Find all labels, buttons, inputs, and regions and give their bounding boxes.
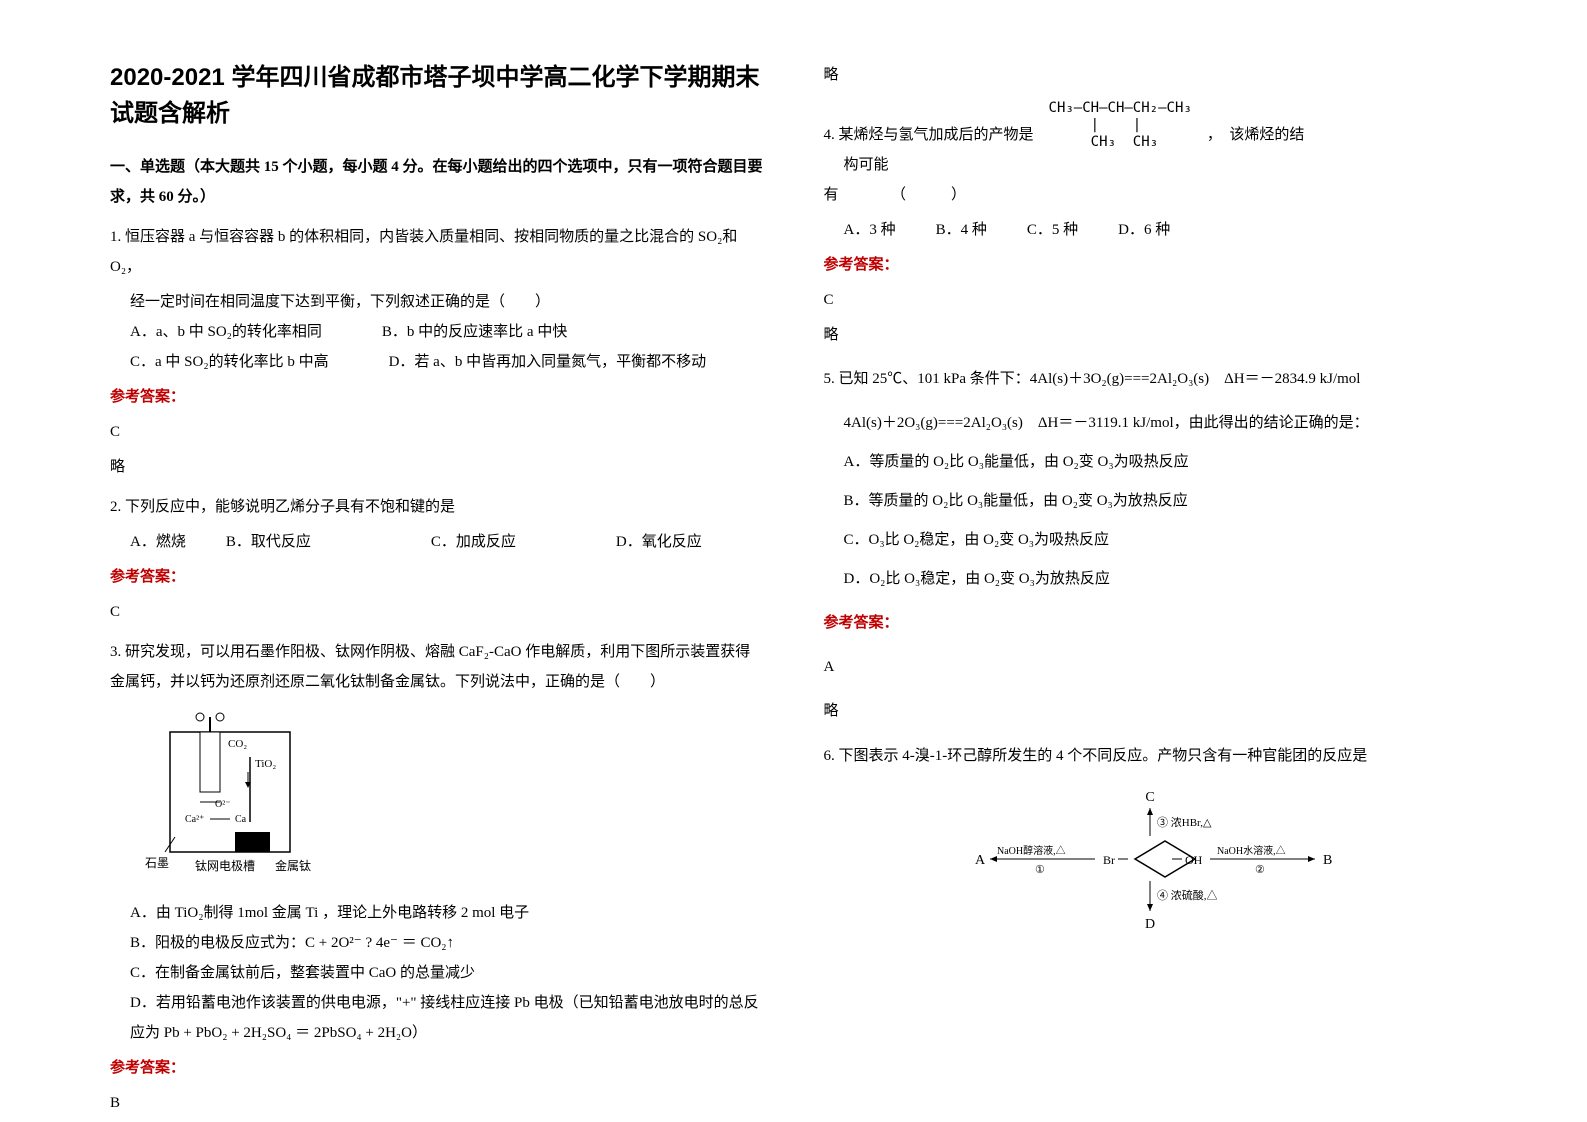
- q1-optC: C．a 中 SO₂的转化率比 b 中高: [130, 347, 329, 377]
- col2-note: 略: [824, 60, 1478, 90]
- q5-optA: A．等质量的 O₂比 O₃能量低，由 O₂变 O₃为吸热反应: [824, 443, 1478, 482]
- q2-answer-label: 参考答案：: [110, 562, 764, 592]
- node-a: A: [975, 853, 986, 868]
- q3-answer-label: 参考答案：: [110, 1053, 764, 1083]
- q1-answer: C: [110, 417, 764, 447]
- q2-optD: D．氧化反应: [616, 527, 702, 557]
- ca-label: Ca: [235, 814, 247, 825]
- o2-label: O²⁻: [215, 799, 231, 810]
- q4-answer: C: [824, 285, 1478, 315]
- q1-answer-label: 参考答案：: [110, 382, 764, 412]
- q1-optD: D．若 a、b 中皆再加入同量氮气，平衡都不移动: [389, 347, 707, 377]
- arrow1b-label: ①: [1035, 864, 1045, 876]
- q4-text-b: ， 该烯烃的结: [1207, 120, 1305, 150]
- q2-text: 2. 下列反应中，能够说明乙烯分子具有不饱和键的是: [110, 492, 764, 522]
- q5-note: 略: [824, 692, 1478, 731]
- document-title: 2020-2021 学年四川省成都市塔子坝中学高二化学下学期期末试题含解析: [110, 60, 764, 132]
- q3-text: 3. 研究发现，可以用石墨作阳极、钛网作阴极、熔融 CaF₂-CaO 作电解质，…: [110, 637, 764, 697]
- left-column: 2020-2021 学年四川省成都市塔子坝中学高二化学下学期期末试题含解析 一、…: [80, 60, 794, 1062]
- ca2-label: Ca²⁺: [185, 814, 204, 825]
- q3-diagram: CO₂ TiO₂ O²⁻ Ca²⁺ Ca 石墨 钛网电极槽 金属钛: [140, 707, 764, 888]
- q4-note: 略: [824, 320, 1478, 350]
- question-6: 6. 下图表示 4-溴-1-环己醇所发生的 4 个不同反应。产物只含有一种官能团…: [824, 741, 1478, 947]
- arrow2a-label: NaOH水溶液,△: [1217, 844, 1286, 857]
- arrow3-label: ③ 浓HBr,△: [1157, 816, 1212, 829]
- q4-text-c: 构可能: [824, 150, 1478, 180]
- q2-answer: C: [110, 597, 764, 627]
- q6-diagram: C ③ 浓HBr,△ A NaOH醇溶液,△ ① Br OH NaOH水溶液,△…: [824, 786, 1478, 947]
- q3-optB: B．阳极的电极反应式为：C + 2O²⁻ ? 4e⁻ ＝ CO₂↑: [110, 928, 764, 958]
- q4-structure: CH₃―CH―CH―CH₂―CH₃ | | CH₃ CH₃: [1049, 100, 1192, 150]
- q3-answer: B: [110, 1088, 764, 1118]
- oh-label: OH: [1185, 853, 1203, 867]
- q6-text: 6. 下图表示 4-溴-1-环己醇所发生的 4 个不同反应。产物只含有一种官能团…: [824, 741, 1478, 771]
- q5-text: 5. 已知 25℃、101 kPa 条件下：4Al(s)＋3O₂(g)===2A…: [824, 360, 1478, 399]
- q3-optC: C．在制备金属钛前后，整套装置中 CaO 的总量减少: [110, 958, 764, 988]
- q5-optD: D．O₂比 O₃稳定，由 O₂变 O₃为放热反应: [824, 560, 1478, 599]
- q1-text2: 经一定时间在相同温度下达到平衡，下列叙述正确的是（ ）: [110, 287, 764, 317]
- arrow2b-label: ②: [1255, 864, 1265, 876]
- graphite-label: 石墨: [145, 856, 169, 870]
- q1-optA: A．a、b 中 SO₂的转化率相同: [130, 317, 322, 347]
- q3-optD: D．若用铅蓄电池作该装置的供电电源，"+" 接线柱应连接 Pb 电极（已知铅蓄电…: [110, 988, 764, 1048]
- q5-optB: B．等质量的 O₂比 O₃能量低，由 O₂变 O₃为放热反应: [824, 482, 1478, 521]
- q5-answer: A: [824, 648, 1478, 687]
- q4-optB: B．4 种: [936, 215, 987, 245]
- q5-text2: 4Al(s)＋2O₃(g)===2Al₂O₃(s) ΔH＝－3119.1 kJ/…: [824, 404, 1478, 443]
- q1-text: 1. 恒压容器 a 与恒容容器 b 的体积相同，内皆装入质量相同、按相同物质的量…: [110, 222, 764, 282]
- q4-answer-label: 参考答案：: [824, 250, 1478, 280]
- q4-text-d: 有 （ ）: [824, 180, 1478, 210]
- node-d: D: [1145, 917, 1155, 932]
- section-header: 一、单选题（本大题共 15 个小题，每小题 4 分。在每小题给出的四个选项中，只…: [110, 152, 764, 212]
- right-column: 略 4. 某烯烃与氢气加成后的产物是 CH₃―CH―CH―CH₂―CH₃ | |…: [794, 60, 1508, 1062]
- q4-optD: D．6 种: [1118, 215, 1170, 245]
- q4-optC: C．5 种: [1027, 215, 1078, 245]
- question-4: 4. 某烯烃与氢气加成后的产物是 CH₃―CH―CH―CH₂―CH₃ | | C…: [824, 100, 1478, 350]
- tank-label: 钛网电极槽: [195, 858, 255, 873]
- q5-answer-label: 参考答案：: [824, 604, 1478, 643]
- q1-optB: B．b 中的反应速率比 a 中快: [382, 317, 567, 347]
- ti-label: 金属钛: [275, 858, 311, 873]
- q3-optA: A．由 TiO₂制得 1mol 金属 Ti ，理论上外电路转移 2 mol 电子: [110, 898, 764, 928]
- question-2: 2. 下列反应中，能够说明乙烯分子具有不饱和键的是 A．燃烧 B．取代反应 C．…: [110, 492, 764, 627]
- question-5: 5. 已知 25℃、101 kPa 条件下：4Al(s)＋3O₂(g)===2A…: [824, 360, 1478, 731]
- reaction-scheme-svg: C ③ 浓HBr,△ A NaOH醇溶液,△ ① Br OH NaOH水溶液,△…: [935, 786, 1365, 936]
- q5-optC: C．O₃比 O₂稳定，由 O₂变 O₃为吸热反应: [824, 521, 1478, 560]
- metal-ti-pile: [235, 832, 270, 852]
- question-1: 1. 恒压容器 a 与恒容容器 b 的体积相同，内皆装入质量相同、按相同物质的量…: [110, 222, 764, 482]
- node-b: B: [1323, 853, 1332, 868]
- q2-optA: A．燃烧: [130, 527, 186, 557]
- arrow1a-label: NaOH醇溶液,△: [997, 844, 1066, 857]
- co2-label: CO₂: [228, 738, 247, 750]
- q4-text-a: 4. 某烯烃与氢气加成后的产物是: [824, 120, 1034, 150]
- arrow4-label: ④ 浓硫酸,△: [1157, 888, 1218, 902]
- br-label: Br: [1103, 853, 1115, 867]
- q2-optB: B．取代反应: [226, 527, 311, 557]
- electrolysis-diagram-svg: CO₂ TiO₂ O²⁻ Ca²⁺ Ca 石墨 钛网电极槽 金属钛: [140, 707, 340, 877]
- node-c: C: [1146, 790, 1155, 805]
- tio2-label: TiO₂: [255, 758, 276, 770]
- q4-optA: A．3 种: [844, 215, 896, 245]
- q1-note: 略: [110, 452, 764, 482]
- question-3: 3. 研究发现，可以用石墨作阳极、钛网作阴极、熔融 CaF₂-CaO 作电解质，…: [110, 637, 764, 1118]
- q2-optC: C．加成反应: [431, 527, 516, 557]
